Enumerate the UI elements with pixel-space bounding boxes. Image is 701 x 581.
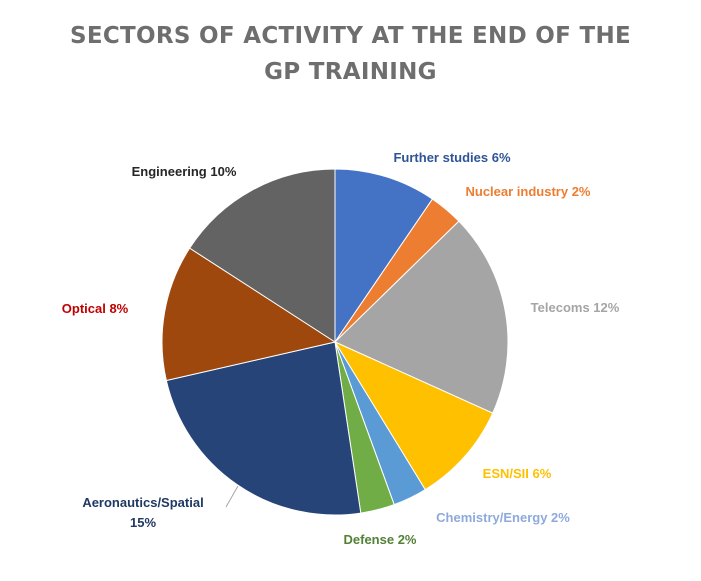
leader-line-aeronautics (225, 485, 239, 508)
slice-label-telecoms-12: Telecoms 12% (531, 300, 620, 315)
leader-lines (225, 485, 239, 508)
slice-labels: Further studies 6% Nuclear industry 2% Tel… (62, 150, 620, 547)
slice-label-optical-8: Optical 8% (62, 301, 129, 316)
slice-label-further-studies-6: Further studies 6% (393, 150, 510, 165)
slice-label-defense-2: Defense 2% (344, 532, 417, 547)
pie-slice-optical-8 (161, 247, 337, 382)
pie-slice-telecoms-12 (334, 220, 509, 414)
slice-label-engineering-10: Engineering 10% (132, 164, 237, 179)
pie-slice-engineering-10 (188, 168, 336, 343)
pie-slice-further-studies-6 (334, 168, 434, 344)
pie-slice-esn-sii-6 (333, 340, 494, 491)
slice-label-chemistry-energy-2: Chemistry/Energy 2% (436, 510, 570, 525)
slice-label-aeronautics-spatial-15: Aeronautics/Spatial 15% (82, 495, 203, 530)
chart-title: SECTORS OF ACTIVITY AT THE END OF THE GP… (69, 23, 632, 85)
pie-slice-aeronautics-spatial-15 (165, 341, 362, 516)
pie-slices (161, 168, 509, 516)
slice-label-nuclear-industry-2: Nuclear industry 2% (466, 184, 591, 199)
slice-label-esn-sii-6: ESN/SII 6% (483, 466, 552, 481)
